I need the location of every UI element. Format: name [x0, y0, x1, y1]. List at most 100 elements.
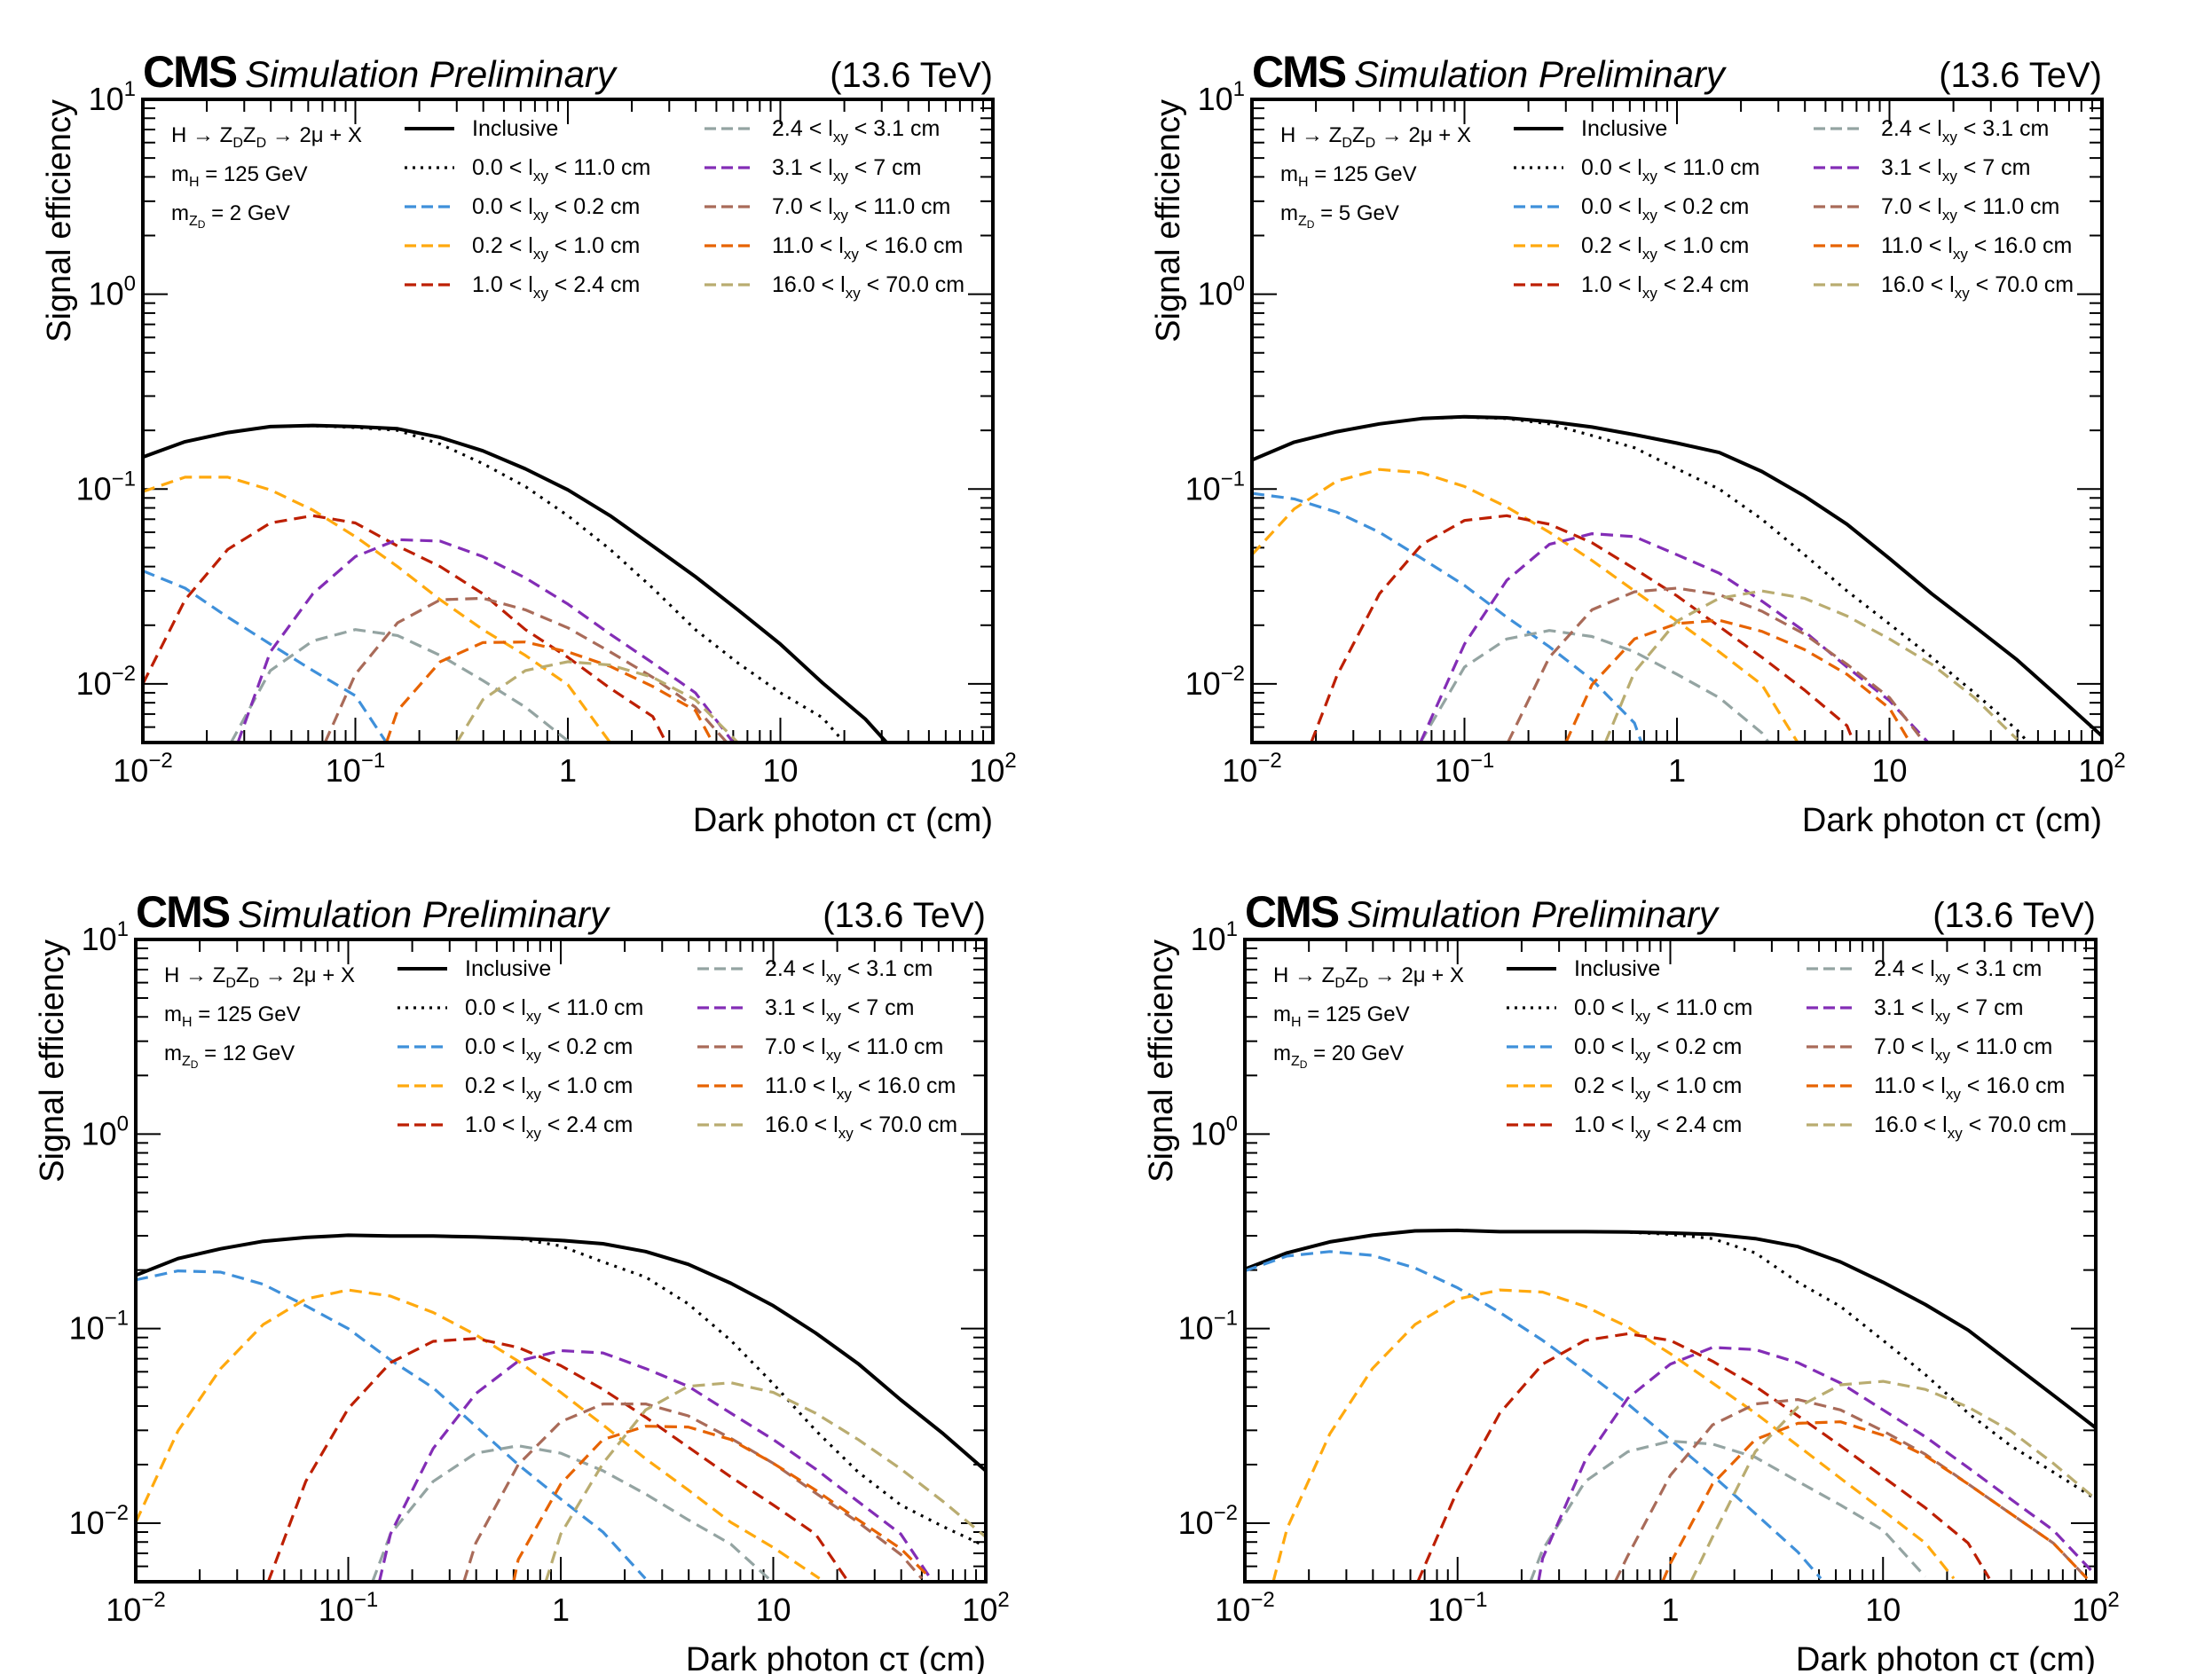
x-tick-label: 10−1 — [1428, 1588, 1487, 1628]
legend: Inclusive 0.0 < lxy < 11.0 cm 0.0 < lxy < … — [1514, 116, 2074, 302]
y-axis-label: Signal efficiency — [1150, 99, 1187, 342]
annotation-dark-photon-mass: mZD = 2 GeV — [171, 201, 290, 231]
legend-label: 16.0 < lxy < 70.0 cm — [1874, 1112, 2066, 1142]
panel-mzd-2gev: CMS Simulation Preliminary (13.6 TeV) 10−2 1… — [41, 47, 1017, 839]
series-line-lxy_0p2_1 — [1271, 1288, 1956, 1582]
series-line-lxy_16_70 — [1689, 1379, 2096, 1582]
legend-item: Inclusive — [405, 116, 558, 141]
series-line-lxy_1_2p4 — [1416, 1332, 1991, 1582]
series-line-lxy_0_11 — [136, 1233, 986, 1548]
series-line-lxy_16_70 — [455, 660, 739, 743]
series-layer — [1252, 414, 2102, 743]
y-tick-label: 100 — [89, 272, 136, 312]
legend-item: 11.0 < lxy < 16.0 cm — [697, 1073, 956, 1103]
plot-frame — [141, 98, 995, 744]
annotation-process: H → ZDZD → 2μ + X — [164, 963, 355, 991]
x-tick-label: 102 — [2072, 1588, 2119, 1628]
y-tick-label: 101 — [1191, 917, 1238, 957]
x-tick-label: 1 — [1668, 752, 1686, 789]
legend-item: 7.0 < lxy < 11.0 cm — [1814, 194, 2059, 224]
legend-label: Inclusive — [472, 116, 558, 141]
series-line-lxy_3p1_7 — [1419, 531, 1930, 743]
y-axis-label: Signal efficiency — [34, 939, 71, 1183]
annotation-higgs-mass: mH = 125 GeV — [164, 1002, 301, 1030]
legend-item: 0.0 < lxy < 11.0 cm — [405, 155, 650, 185]
panel-mzd-20gev: CMS Simulation Preliminary (13.6 TeV) 10−2 1… — [1143, 887, 2120, 1674]
annotation-dark-photon-mass: mZD = 20 GeV — [1273, 1041, 1404, 1071]
legend-item: 11.0 < lxy < 16.0 cm — [1807, 1073, 2065, 1103]
series-line-lxy_16_70 — [1603, 589, 2019, 743]
series-line-lxy_2p4_3p1 — [229, 628, 569, 743]
energy-label: (13.6 TeV) — [1933, 896, 2096, 935]
y-tick-label: 10−1 — [1178, 1307, 1238, 1347]
legend-label: 0.0 < lxy < 0.2 cm — [1574, 1034, 1742, 1064]
legend-label: 7.0 < lxy < 11.0 cm — [1881, 194, 2059, 224]
series-line-lxy_11_16 — [1564, 618, 1912, 743]
legend-item: 0.0 < lxy < 11.0 cm — [1514, 155, 1759, 185]
series-line-inclusive — [136, 1233, 986, 1473]
series-line-lxy_2p4_3p1 — [1419, 629, 1770, 743]
legend-item: 11.0 < lxy < 16.0 cm — [705, 233, 963, 263]
x-tick-label: 10 — [762, 752, 798, 789]
y-tick-label: 10−1 — [1185, 467, 1245, 507]
legend-item: 16.0 < lxy < 70.0 cm — [697, 1112, 957, 1142]
x-tick-label: 10 — [755, 1591, 791, 1628]
legend-label: 3.1 < lxy < 7 cm — [765, 995, 914, 1025]
x-tick-label: 1 — [559, 752, 577, 789]
legend: Inclusive 0.0 < lxy < 11.0 cm 0.0 < lxy < … — [405, 116, 964, 302]
annotation-dark-photon-mass: mZD = 5 GeV — [1280, 201, 1399, 231]
series-line-lxy_11_16 — [384, 641, 714, 743]
legend: Inclusive 0.0 < lxy < 11.0 cm 0.0 < lxy < … — [1507, 956, 2066, 1142]
legend-item: 0.2 < lxy < 1.0 cm — [398, 1073, 633, 1103]
x-tick-label: 102 — [962, 1588, 1009, 1628]
legend-item: Inclusive — [1507, 956, 1660, 981]
energy-label: (13.6 TeV) — [823, 896, 986, 935]
x-tick-label: 10 — [1871, 752, 1907, 789]
legend-label: 0.2 < lxy < 1.0 cm — [1581, 233, 1749, 263]
legend-label: 11.0 < lxy < 16.0 cm — [772, 233, 963, 263]
legend-label: 0.0 < lxy < 0.2 cm — [465, 1034, 633, 1064]
legend-item: 1.0 < lxy < 2.4 cm — [398, 1112, 633, 1142]
legend-label: 1.0 < lxy < 2.4 cm — [1581, 272, 1749, 302]
annotation-dark-photon-mass: mZD = 12 GeV — [164, 1041, 295, 1071]
legend-label: 0.0 < lxy < 0.2 cm — [1581, 194, 1749, 224]
legend-item: 0.2 < lxy < 1.0 cm — [1507, 1073, 1742, 1103]
legend-label: 0.2 < lxy < 1.0 cm — [472, 233, 640, 263]
x-tick-label: 10−2 — [113, 749, 172, 789]
y-tick-label: 101 — [1198, 77, 1245, 117]
legend-item: 2.4 < lxy < 3.1 cm — [1807, 956, 2042, 986]
legend-label: 0.0 < lxy < 11.0 cm — [465, 995, 643, 1025]
series-line-lxy_7_11 — [462, 1402, 924, 1582]
x-axis-label: Dark photon cτ (cm) — [1796, 1641, 2096, 1674]
series-line-lxy_1_2p4 — [143, 514, 668, 743]
legend-item: 3.1 < lxy < 7 cm — [705, 155, 921, 185]
annotation-higgs-mass: mH = 125 GeV — [1273, 1002, 1410, 1030]
x-tick-label: 10−1 — [1435, 749, 1494, 789]
legend-label: 2.4 < lxy < 3.1 cm — [1874, 956, 2042, 986]
legend-item: 7.0 < lxy < 11.0 cm — [697, 1034, 943, 1064]
legend-item: 11.0 < lxy < 16.0 cm — [1814, 233, 2072, 263]
y-tick-label: 100 — [82, 1112, 129, 1151]
series-line-lxy_0p2_1 — [143, 475, 611, 743]
annotation-process: H → ZDZD → 2μ + X — [1280, 123, 1471, 151]
x-tick-label: 10−2 — [1215, 1588, 1274, 1628]
legend-label: 7.0 < lxy < 11.0 cm — [765, 1034, 943, 1064]
legend-label: 3.1 < lxy < 7 cm — [1874, 995, 2023, 1025]
y-tick-label: 10−2 — [1185, 662, 1245, 702]
legend-label: 11.0 < lxy < 16.0 cm — [1881, 233, 2072, 263]
y-tick-label: 101 — [82, 917, 129, 957]
legend-item: 16.0 < lxy < 70.0 cm — [1814, 272, 2074, 302]
legend-item: 3.1 < lxy < 7 cm — [1807, 995, 2023, 1025]
annotation-process: H → ZDZD → 2μ + X — [1273, 963, 1464, 991]
legend-label: Inclusive — [465, 956, 551, 981]
annotation-process: H → ZDZD → 2μ + X — [171, 123, 362, 151]
x-tick-label: 102 — [969, 749, 1016, 789]
experiment-label: CMS Simulation Preliminary — [1252, 47, 1728, 97]
series-line-lxy_3p1_7 — [1537, 1346, 2096, 1582]
series-layer — [136, 1233, 986, 1582]
legend-item: 2.4 < lxy < 3.1 cm — [1814, 116, 2049, 145]
series-line-lxy_3p1_7 — [236, 538, 735, 743]
status-label: Simulation Preliminary — [1347, 893, 1720, 935]
legend-label: 3.1 < lxy < 7 cm — [772, 155, 921, 185]
